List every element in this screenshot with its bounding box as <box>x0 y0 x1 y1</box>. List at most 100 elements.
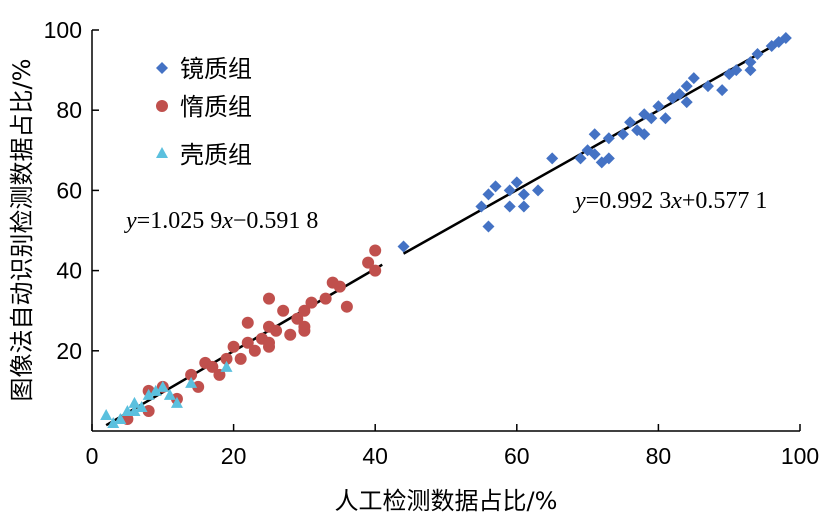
inertinite-point <box>291 312 304 325</box>
inertinite-point <box>284 328 297 341</box>
inertinite-point <box>220 352 233 365</box>
legend-label-inertinite: 惰质组 <box>180 93 252 121</box>
inertinite-point <box>234 352 247 365</box>
fit-equation-high: y=0.992 3x+0.577 1 <box>573 188 767 214</box>
exinite-point <box>135 400 148 412</box>
vitrinite-point <box>475 200 488 213</box>
vitrinite-point <box>617 128 629 141</box>
legend-label-vitrinite: 镜质组 <box>180 55 252 83</box>
exinite-point <box>100 408 113 420</box>
inertinite-point <box>241 316 254 329</box>
inertinite-point <box>277 304 290 317</box>
inertinite-point <box>298 320 311 333</box>
x-axis-title: 人工检测数据占比/% <box>335 487 558 515</box>
data-points <box>100 32 792 428</box>
vitrinite-point <box>716 84 729 97</box>
vitrinite-point <box>680 96 693 109</box>
vitrinite-point <box>652 100 665 113</box>
legend-item-inertinite: 惰质组 <box>156 93 252 121</box>
exinite-point <box>185 376 198 388</box>
vitrinite-point <box>517 188 530 201</box>
inertinite-point <box>369 244 382 257</box>
legend-triangle-marker <box>156 147 168 158</box>
vitrinite-point <box>503 200 516 213</box>
vitrinite-point <box>482 188 495 201</box>
vitrinite-point <box>503 184 516 197</box>
y-tick-label: 100 <box>44 17 82 43</box>
fit-equation-low: y=1.025 9x−0.591 8 <box>124 208 318 234</box>
vitrinite-point <box>397 240 410 253</box>
vitrinite-point <box>489 180 502 193</box>
inertinite-point <box>298 304 311 317</box>
vitrinite-point <box>751 48 764 61</box>
inertinite-point <box>369 264 382 277</box>
vitrinite-point <box>546 152 559 165</box>
vitrinite-point <box>602 132 615 145</box>
x-tick-label: 80 <box>646 443 672 469</box>
x-tick-label: 40 <box>362 443 388 469</box>
x-tick-label: 20 <box>221 443 247 469</box>
vitrinite-point <box>482 220 495 233</box>
vitrinite-point <box>574 152 587 165</box>
y-axis-title: 图像法自动识别检测数据占比/% <box>8 59 36 402</box>
vitrinite-point <box>532 184 545 197</box>
legend: 镜质组 惰质组 壳质组 <box>156 55 252 169</box>
inertinite-point <box>263 292 275 305</box>
inertinite-point <box>241 336 254 349</box>
vitrinite-point <box>779 32 792 45</box>
vitrinite-point <box>687 72 700 85</box>
axes <box>91 30 800 432</box>
inertinite-point <box>192 380 205 393</box>
inertinite-point <box>305 296 318 309</box>
vitrinite-point <box>517 200 530 213</box>
legend-item-vitrinite: 镜质组 <box>156 55 252 83</box>
vitrinite-point <box>588 148 601 161</box>
vitrinite-point <box>624 116 637 129</box>
inertinite-point <box>213 368 226 381</box>
vitrinite-point <box>638 128 651 141</box>
exinite-point <box>128 404 141 416</box>
vitrinite-point <box>588 128 601 141</box>
inertinite-point <box>362 256 375 269</box>
legend-diamond-marker <box>156 62 168 74</box>
exinite-point <box>170 396 183 408</box>
vitrinite-point <box>680 80 693 93</box>
inertinite-point <box>319 292 332 305</box>
exinite-point <box>114 412 127 424</box>
inertinite-point <box>185 368 198 381</box>
legend-item-exinite: 壳质组 <box>156 141 252 169</box>
fit-line-1 <box>402 37 787 255</box>
x-tick-label: 60 <box>504 443 530 469</box>
exinite-point <box>156 380 169 392</box>
y-tick-label: 20 <box>56 338 82 364</box>
exinite-point <box>107 416 120 428</box>
inertinite-point <box>340 300 353 313</box>
exinite-point <box>163 388 176 400</box>
vitrinite-point <box>673 88 686 101</box>
exinite-point <box>128 396 141 408</box>
inertinite-point <box>333 280 346 293</box>
vitrinite-point <box>730 64 743 77</box>
vitrinite-point <box>744 56 757 69</box>
vitrinite-point <box>744 64 757 77</box>
inertinite-point <box>270 324 283 337</box>
y-tick-label: 60 <box>56 177 82 203</box>
exinite-point <box>149 384 162 396</box>
vitrinite-point <box>510 176 523 189</box>
inertinite-point <box>206 360 219 373</box>
x-tick-label: 0 <box>86 443 99 469</box>
x-tick-label: 100 <box>781 443 819 469</box>
vitrinite-point <box>659 112 672 125</box>
inertinite-point <box>263 340 275 353</box>
inertinite-point <box>248 344 261 357</box>
vitrinite-point <box>645 112 658 125</box>
inertinite-point <box>227 340 240 353</box>
legend-circle-marker <box>156 100 168 112</box>
legend-label-exinite: 壳质组 <box>180 141 252 169</box>
exinite-point <box>220 360 233 372</box>
y-tick-label: 40 <box>56 258 82 284</box>
ticks: 0 20 40 60 80 100 20 40 60 80 100 <box>44 17 820 469</box>
exinite-point <box>142 388 155 400</box>
vitrinite-point <box>602 152 615 165</box>
